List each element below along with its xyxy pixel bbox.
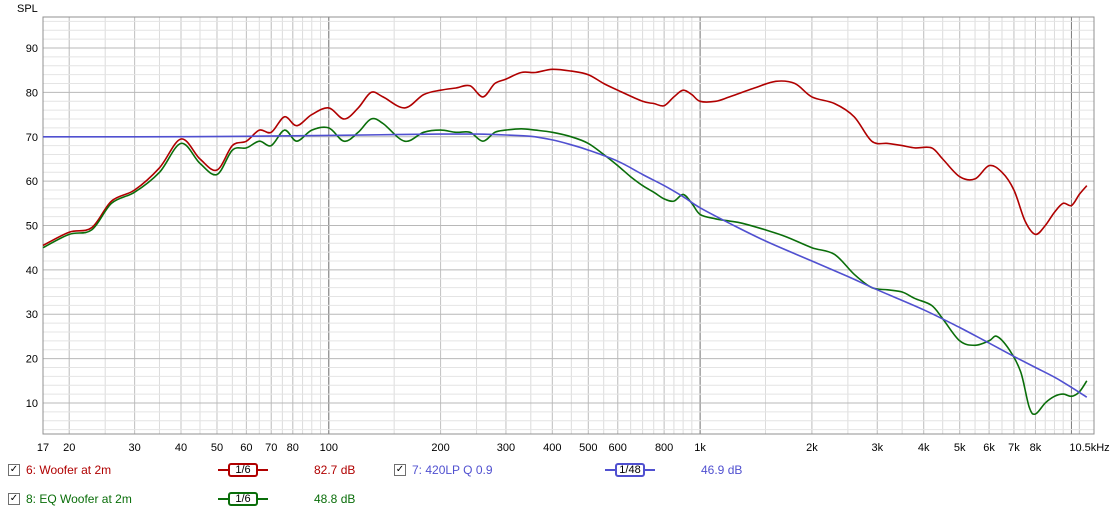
legend-label: 6: Woofer at 2m bbox=[26, 463, 112, 477]
x-tick-label: 2k bbox=[806, 442, 818, 454]
smoothing-badge[interactable]: 1/6 bbox=[228, 492, 258, 506]
x-tick-label: 6k bbox=[983, 442, 995, 454]
x-tick-label: 10.5kHz bbox=[1069, 442, 1109, 454]
x-tick-label: 100 bbox=[320, 442, 338, 454]
legend-label: 7: 420LP Q 0.9 bbox=[412, 463, 493, 477]
x-tick-label: 4k bbox=[918, 442, 930, 454]
frequency-response-chart[interactable]: 10 20 30 40 50 60 70 80 90 17 20 30 40 50 60 70 80 100 200… bbox=[0, 0, 1116, 460]
checkbox-checked-icon[interactable]: ✓ bbox=[8, 493, 20, 505]
y-tick-label: 70 bbox=[26, 132, 38, 144]
legend-value: 48.8 dB bbox=[314, 492, 356, 506]
x-tick-label: 500 bbox=[579, 442, 597, 454]
x-tick-label: 40 bbox=[175, 442, 187, 454]
x-tick-label: 8k bbox=[1030, 442, 1042, 454]
x-tick-label: 7k bbox=[1008, 442, 1020, 454]
plot-frame bbox=[42, 16, 1095, 435]
x-tick-label: 3k bbox=[871, 442, 883, 454]
series-line-6-woofer-at-2m bbox=[42, 68, 1088, 247]
series-line-sample bbox=[605, 469, 615, 471]
legend-item-eq-woofer[interactable]: ✓ 8: EQ Woofer at 2m bbox=[8, 489, 132, 509]
series-line-sample bbox=[645, 469, 655, 471]
x-tick-label: 30 bbox=[128, 442, 140, 454]
series-layer bbox=[42, 68, 1088, 416]
legend-item-woofer[interactable]: ✓ 6: Woofer at 2m bbox=[8, 460, 111, 480]
y-tick-label: 50 bbox=[26, 221, 38, 233]
smoothing-badge[interactable]: 1/48 bbox=[615, 463, 645, 477]
checkbox-checked-icon[interactable]: ✓ bbox=[394, 464, 406, 476]
x-tick-label: 17 bbox=[37, 442, 49, 454]
checkbox-checked-icon[interactable]: ✓ bbox=[8, 464, 20, 476]
x-tick-label: 50 bbox=[211, 442, 223, 454]
series-line-sample bbox=[218, 469, 228, 471]
y-tick-label: 30 bbox=[26, 309, 38, 321]
series-line-7-420lp-q-0-9 bbox=[42, 133, 1088, 398]
y-axis-title: SPL bbox=[17, 3, 38, 15]
x-tick-label: 5k bbox=[954, 442, 966, 454]
x-tick-label: 800 bbox=[655, 442, 673, 454]
x-tick-label: 200 bbox=[431, 442, 449, 454]
plot-border bbox=[42, 16, 1095, 435]
legend-label: 8: EQ Woofer at 2m bbox=[26, 492, 132, 506]
y-tick-label: 80 bbox=[26, 87, 38, 99]
x-tick-label: 80 bbox=[287, 442, 299, 454]
y-tick-label: 10 bbox=[26, 398, 38, 410]
x-tick-label: 60 bbox=[240, 442, 252, 454]
y-tick-label: 20 bbox=[26, 354, 38, 366]
legend-value: 82.7 dB bbox=[314, 463, 356, 477]
x-tick-label: 20 bbox=[63, 442, 75, 454]
y-tick-label: 90 bbox=[26, 43, 38, 55]
legend-value: 46.9 dB bbox=[701, 463, 743, 477]
smoothing-control[interactable]: 1/6 bbox=[218, 460, 268, 480]
x-tick-label: 70 bbox=[265, 442, 277, 454]
chart-grid bbox=[42, 17, 1094, 434]
axis-labels: 10 20 30 40 50 60 70 80 90 17 20 30 40 50 60 70 80 100 200… bbox=[26, 43, 1110, 454]
y-tick-label: 40 bbox=[26, 265, 38, 277]
x-tick-label: 300 bbox=[497, 442, 515, 454]
legend-item-420lp[interactable]: ✓ 7: 420LP Q 0.9 bbox=[394, 460, 493, 480]
series-line-8-eq-woofer-at-2m bbox=[42, 117, 1088, 416]
series-line-sample bbox=[218, 498, 228, 500]
x-tick-label: 400 bbox=[543, 442, 561, 454]
smoothing-control[interactable]: 1/6 bbox=[218, 489, 268, 509]
x-tick-label: 600 bbox=[609, 442, 627, 454]
smoothing-control[interactable]: 1/48 bbox=[605, 460, 655, 480]
x-tick-label: 1k bbox=[694, 442, 706, 454]
legend: ✓ 6: Woofer at 2m 1/6 82.7 dB ✓ 7: 420LP… bbox=[0, 460, 1116, 513]
series-line-sample bbox=[258, 469, 268, 471]
y-tick-label: 60 bbox=[26, 176, 38, 188]
series-line-sample bbox=[258, 498, 268, 500]
smoothing-badge[interactable]: 1/6 bbox=[228, 463, 258, 477]
